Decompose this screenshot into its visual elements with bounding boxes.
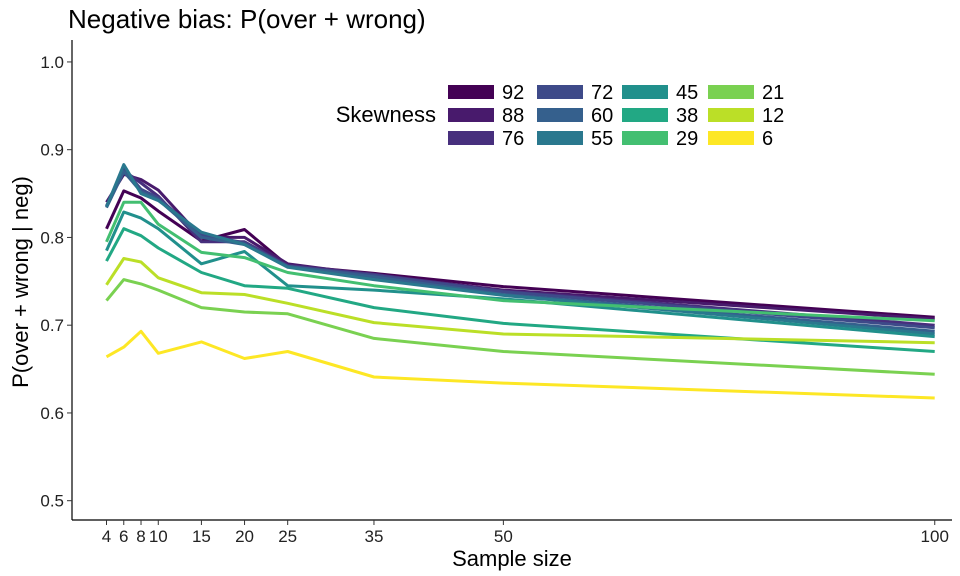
legend-label-72: 72	[591, 82, 613, 104]
series-line-21	[105, 278, 935, 376]
legend-label-6: 6	[762, 128, 773, 150]
legend-key-12	[708, 108, 754, 122]
x-tick-label: 10	[149, 527, 168, 546]
series-line-29	[105, 200, 935, 323]
legend-key-92	[448, 85, 494, 99]
legend-label-38: 38	[676, 105, 698, 127]
y-tick-label: 0.8	[40, 228, 64, 247]
x-tick-label: 50	[494, 527, 513, 546]
legend-label-88: 88	[502, 105, 524, 127]
x-tick-label: 25	[278, 527, 297, 546]
legend-key-76	[448, 131, 494, 145]
legend-key-60	[537, 108, 583, 122]
y-tick-label: 1.0	[40, 53, 64, 72]
legend-key-6	[708, 131, 754, 145]
legend-key-88	[448, 108, 494, 122]
series-line-92	[105, 189, 935, 319]
y-tick-label: 0.7	[40, 316, 64, 335]
x-axis: 4 6 8 10 15 20 25 35 50 100	[72, 519, 952, 546]
y-tick-label: 0.6	[40, 404, 64, 423]
x-tick-label: 15	[192, 527, 211, 546]
x-axis-title: Sample size	[452, 546, 572, 571]
series-line-38	[105, 227, 935, 353]
legend-key-72	[537, 85, 583, 99]
legend-label-12: 12	[762, 105, 784, 127]
series-line-55	[105, 163, 935, 336]
series-lines	[105, 163, 935, 400]
legend-label-55: 55	[591, 128, 613, 150]
legend-label-21: 21	[762, 82, 784, 104]
y-tick-label: 0.5	[40, 492, 64, 511]
legend-label-92: 92	[502, 82, 524, 104]
legend-key-38	[622, 108, 668, 122]
legend-title: Skewness	[336, 102, 436, 127]
y-axis: 0.5 0.6 0.7 0.8 0.9 1.0	[40, 40, 73, 520]
legend-key-55	[537, 131, 583, 145]
y-axis-title: P(over + wrong | neg)	[8, 176, 33, 388]
y-tick-label: 0.9	[40, 141, 64, 160]
chart-title: Negative bias: P(over + wrong)	[68, 4, 426, 34]
series-line-12	[105, 257, 935, 345]
legend-label-76: 76	[502, 128, 524, 150]
x-tick-label: 35	[364, 527, 383, 546]
legend-label-60: 60	[591, 105, 613, 127]
series-line-72	[105, 167, 935, 330]
legend-key-21	[708, 85, 754, 99]
x-tick-label: 100	[921, 527, 949, 546]
legend-label-29: 29	[676, 128, 698, 150]
legend-key-45	[622, 85, 668, 99]
x-tick-label: 20	[235, 527, 254, 546]
x-tick-label: 6	[119, 527, 128, 546]
legend-label-45: 45	[676, 82, 698, 104]
x-tick-label: 4	[102, 527, 111, 546]
series-line-6	[105, 329, 935, 400]
x-tick-label: 8	[136, 527, 145, 546]
legend-key-29	[622, 131, 668, 145]
